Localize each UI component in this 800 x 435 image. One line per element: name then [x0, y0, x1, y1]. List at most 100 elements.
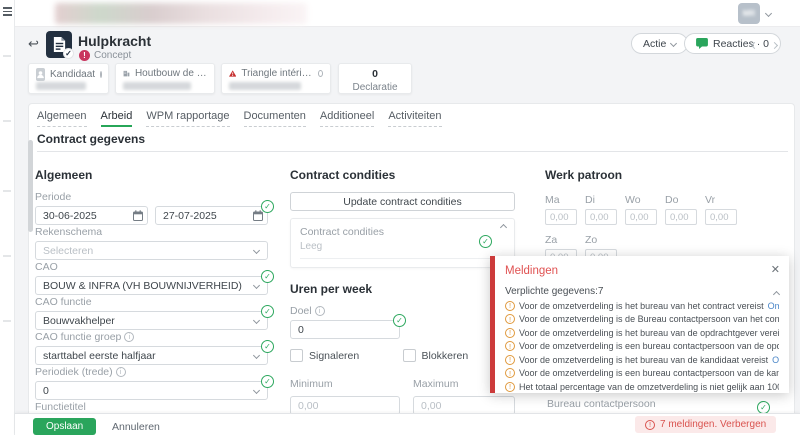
werk-patroon-row-1: Ma Di Wo Do Vr [545, 194, 790, 225]
day-input-wo[interactable] [625, 209, 657, 225]
info-mini-icon [317, 70, 323, 77]
chevron-down-icon [252, 246, 261, 255]
meldingen-group-label: Verplichte gegevens:7 [505, 286, 604, 297]
status-alert-icon: ! [79, 50, 90, 61]
valid-check-icon: ✓ [261, 200, 274, 213]
periodiek-select[interactable]: 0 [35, 381, 268, 400]
doel-input[interactable] [290, 320, 400, 339]
hamburger-menu-icon[interactable] [3, 7, 12, 18]
day-input-di[interactable] [585, 209, 617, 225]
cao-label: CAO [35, 261, 58, 273]
contract-condities-card[interactable]: Contract condities Leeg ✓ [290, 218, 515, 268]
rekenschema-field: Rekenschema Selecteren [35, 226, 268, 260]
user-menu-chevron-icon[interactable] [764, 9, 773, 18]
omzetverdeling-link[interactable]: Omzetverdeling [772, 354, 779, 365]
melding-item: ! Voor de omzetverdeling is het bureau v… [505, 354, 779, 365]
day-input-vr[interactable] [705, 209, 737, 225]
vestiging-card[interactable]: Triangle intérim Apeldoorn [221, 63, 331, 94]
warning-circle-icon: ! [505, 341, 515, 351]
day-input-ma[interactable] [545, 209, 577, 225]
minimum-label: Minimum [290, 378, 333, 390]
card-divider [300, 258, 505, 259]
day-label-za: Za [545, 234, 558, 246]
calendar-icon[interactable] [133, 210, 143, 224]
tab-wpm-rapportage[interactable]: WPM rapportage [146, 110, 230, 127]
valid-check-icon: ✓ [261, 270, 274, 283]
cancel-button[interactable]: Annuleren [112, 421, 160, 433]
section-divider [37, 151, 788, 152]
opdrachtgever-card[interactable]: Houtbouw de Heerlijkheid [115, 63, 215, 94]
maximum-input[interactable] [413, 396, 515, 415]
day-label-di: Di [585, 194, 595, 206]
signaleren-checkbox[interactable] [290, 349, 303, 362]
sidebar-item-ghost [3, 190, 11, 192]
blokkeren-checkbox[interactable] [402, 349, 416, 362]
doel-label: Doel [290, 305, 312, 317]
uren-checkbox-row-1: Signaleren Blokkeren [290, 349, 515, 362]
declaratie-label: Declaratie [352, 82, 398, 93]
cao-field: CAO BOUW & INFRA (VH BOUWNIJVERHEID) ✓ [35, 261, 274, 295]
reacties-button[interactable]: Reacties · 0 [684, 33, 782, 54]
info-icon: i [124, 332, 135, 342]
declaratie-count: 0 [372, 68, 378, 80]
bureau-contactpersoon-label: Bureau contactpersoon [547, 398, 656, 410]
meldingen-notice-badge[interactable]: ! 7 meldingen. Verbergen [635, 416, 777, 433]
chevron-down-icon [670, 39, 678, 48]
meldingen-title: Meldingen [505, 265, 559, 277]
melding-item: ! Voor de omzetverdeling is het bureau v… [505, 327, 779, 338]
periodiek-label: Periodiek (trede) [35, 366, 113, 378]
back-arrow-icon[interactable]: ↩ [28, 36, 39, 51]
vestiging-label: Triangle intérim Apeldoorn [241, 68, 313, 79]
tab-documenten[interactable]: Documenten [243, 110, 306, 127]
rekenschema-select[interactable]: Selecteren [35, 241, 268, 260]
day-label-zo: Zo [585, 234, 598, 246]
warning-circle-icon: ! [505, 381, 515, 392]
scrollbar-thumb[interactable] [28, 140, 33, 232]
document-check-icon: ✓ [63, 48, 74, 59]
status-label: Concept [94, 50, 132, 61]
building-icon [123, 70, 130, 77]
declaratie-card[interactable]: 0 Declaratie [338, 63, 412, 94]
day-input-do[interactable] [665, 209, 697, 225]
algemeen-column: Algemeen Periode ✓ Rekenschema Selectere… [35, 160, 274, 416]
cao-functie-select[interactable]: Bouwvakhelper [35, 311, 268, 330]
day-label-vr: Vr [705, 194, 716, 206]
kandidaat-card[interactable]: Kandidaat [28, 63, 109, 94]
user-avatar[interactable]: MR [738, 3, 760, 24]
save-button[interactable]: Opslaan [33, 418, 97, 435]
werk-patroon-heading: Werk patroon [545, 168, 623, 182]
periode-field: Periode ✓ [35, 191, 274, 225]
tab-bar: Algemeen Arbeid WPM rapportage Documente… [37, 110, 442, 127]
valid-check-icon: ✓ [261, 375, 274, 388]
redacted-name [229, 82, 301, 90]
tab-activiteiten[interactable]: Activiteiten [388, 110, 442, 127]
cao-functie-label: CAO functie [35, 296, 92, 308]
warning-circle-icon: ! [645, 419, 655, 430]
periode-from-input[interactable] [35, 206, 148, 225]
topbar: MR [0, 0, 800, 27]
sidebar-item-ghost [3, 55, 11, 57]
calendar-icon[interactable] [253, 210, 263, 224]
contract-condities-heading: Contract condities [290, 168, 396, 182]
sidebar-item-ghost [3, 320, 11, 322]
warning-triangle-icon [229, 70, 237, 77]
close-icon[interactable]: ✕ [770, 264, 780, 276]
cao-select[interactable]: BOUW & INFRA (VH BOUWNIJVERHEID) [35, 276, 268, 295]
tab-algemeen[interactable]: Algemeen [37, 110, 87, 127]
uren-per-week-heading: Uren per week [290, 282, 373, 296]
contract-condities-card-label: Contract condities [300, 226, 385, 238]
functietitel-label: Functietitel [35, 401, 86, 413]
werk-patroon-column: Werk patroon Ma Di Wo Do Vr Za Zo [545, 160, 790, 265]
update-contract-condities-button[interactable]: Update contract condities [290, 192, 515, 211]
omzetverdeling-link[interactable]: Omzetverdeling [767, 300, 779, 311]
tab-additioneel[interactable]: Additioneel [319, 110, 375, 127]
valid-check-icon: ✓ [261, 305, 274, 318]
actie-button[interactable]: Actie [631, 33, 689, 54]
sidebar-item-ghost [3, 120, 11, 122]
tab-arbeid[interactable]: Arbeid [100, 110, 133, 127]
periode-to-input[interactable] [155, 206, 268, 225]
minimum-input[interactable] [290, 396, 400, 415]
periode-label: Periode [35, 191, 72, 203]
cao-functie-groep-select[interactable]: starttabel eerste halfjaar [35, 346, 268, 365]
